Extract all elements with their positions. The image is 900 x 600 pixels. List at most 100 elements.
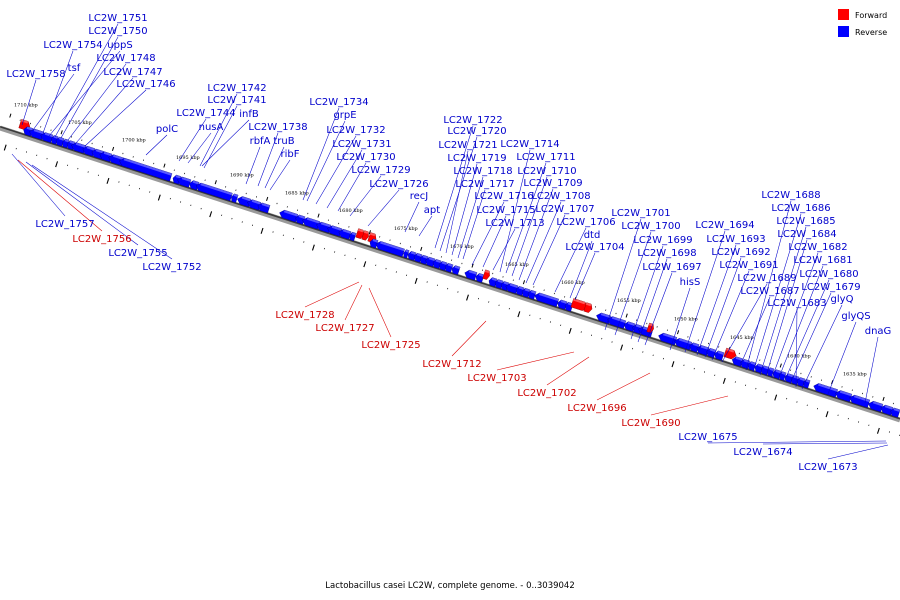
gene-label[interactable]: LC2W_1717 bbox=[455, 179, 514, 190]
reverse-gene-feature[interactable] bbox=[99, 151, 113, 163]
reverse-gene-feature[interactable] bbox=[61, 138, 70, 149]
forward-gene-feature[interactable] bbox=[723, 347, 738, 360]
gene-label[interactable]: glyQS bbox=[841, 311, 870, 322]
reverse-gene-feature[interactable] bbox=[407, 251, 417, 261]
gene-label[interactable]: LC2W_1696 bbox=[567, 403, 626, 414]
gene-label[interactable]: dnaG bbox=[865, 326, 892, 337]
reverse-gene-feature[interactable] bbox=[236, 195, 252, 208]
reverse-gene-feature[interactable] bbox=[505, 282, 519, 294]
reverse-gene-feature[interactable] bbox=[606, 315, 627, 329]
gene-label[interactable]: LC2W_1691 bbox=[719, 260, 778, 271]
reverse-gene-feature[interactable] bbox=[778, 371, 787, 381]
gene-label[interactable]: LC2W_1747 bbox=[103, 67, 162, 78]
reverse-gene-feature[interactable] bbox=[834, 389, 853, 403]
reverse-gene-feature[interactable] bbox=[82, 145, 96, 157]
forward-gene-feature[interactable] bbox=[583, 302, 594, 314]
reverse-gene-feature[interactable] bbox=[488, 277, 498, 287]
gene-label[interactable]: LC2W_1680 bbox=[799, 269, 858, 280]
gene-label[interactable]: LC2W_1692 bbox=[711, 247, 770, 258]
gene-label[interactable]: LC2W_1719 bbox=[447, 153, 506, 164]
reverse-gene-feature[interactable] bbox=[230, 193, 239, 203]
gene-label[interactable]: LC2W_1738 bbox=[248, 122, 307, 133]
reverse-gene-feature[interactable] bbox=[696, 344, 710, 356]
reverse-gene-feature[interactable] bbox=[867, 400, 884, 413]
gene-label[interactable]: LC2W_1732 bbox=[326, 125, 385, 136]
gene-label[interactable]: LC2W_1710 bbox=[517, 166, 576, 177]
gene-label[interactable]: LC2W_1742 bbox=[207, 83, 266, 94]
gene-label[interactable]: LC2W_1707 bbox=[535, 204, 594, 215]
gene-label[interactable]: LC2W_1688 bbox=[761, 190, 820, 201]
gene-label[interactable]: LC2W_1673 bbox=[798, 462, 857, 473]
gene-label[interactable]: LC2W_1700 bbox=[621, 221, 680, 232]
gene-label[interactable]: LC2W_1752 bbox=[142, 262, 201, 273]
gene-label[interactable]: LC2W_1757 bbox=[35, 219, 94, 230]
gene-label[interactable]: LC2W_1699 bbox=[633, 235, 692, 246]
gene-label[interactable]: LC2W_1725 bbox=[361, 340, 420, 351]
reverse-gene-feature[interactable] bbox=[880, 404, 894, 416]
gene-label[interactable]: LC2W_1730 bbox=[336, 152, 395, 163]
gene-label[interactable]: LC2W_1751 bbox=[88, 13, 147, 24]
reverse-gene-feature[interactable] bbox=[739, 358, 751, 370]
gene-label[interactable]: LC2W_1694 bbox=[695, 220, 754, 231]
gene-label[interactable]: LC2W_1714 bbox=[500, 139, 559, 150]
forward-gene-feature[interactable] bbox=[570, 298, 589, 311]
forward-gene-feature[interactable] bbox=[355, 228, 366, 240]
gene-label[interactable]: nusA bbox=[199, 122, 224, 133]
gene-label[interactable]: LC2W_1693 bbox=[706, 234, 765, 245]
reverse-gene-feature[interactable] bbox=[848, 394, 871, 408]
gene-label[interactable]: LC2W_1674 bbox=[733, 447, 792, 458]
gene-label[interactable]: LC2W_1727 bbox=[315, 323, 374, 334]
gene-label[interactable]: LC2W_1687 bbox=[740, 286, 799, 297]
reverse-gene-feature[interactable] bbox=[50, 135, 59, 145]
reverse-gene-feature[interactable] bbox=[889, 407, 900, 418]
reverse-gene-feature[interactable] bbox=[444, 263, 454, 273]
reverse-gene-feature[interactable] bbox=[195, 182, 233, 202]
reverse-gene-feature[interactable] bbox=[623, 321, 636, 332]
reverse-gene-feature[interactable] bbox=[533, 292, 559, 307]
forward-gene-feature[interactable] bbox=[361, 230, 370, 241]
gene-label[interactable]: LC2W_1754 bbox=[43, 40, 102, 51]
gene-label[interactable]: LC2W_1684 bbox=[777, 229, 836, 240]
reverse-gene-feature[interactable] bbox=[494, 279, 504, 289]
reverse-gene-feature[interactable] bbox=[673, 337, 693, 351]
reverse-gene-feature[interactable] bbox=[713, 350, 725, 361]
gene-label[interactable]: LC2W_1698 bbox=[637, 248, 696, 259]
gene-label[interactable]: recJ bbox=[410, 191, 429, 202]
gene-label[interactable]: LC2W_1708 bbox=[531, 191, 590, 202]
gene-label[interactable]: LC2W_1712 bbox=[422, 359, 481, 370]
reverse-gene-feature[interactable] bbox=[369, 238, 379, 249]
gene-label[interactable]: LC2W_1681 bbox=[793, 255, 852, 266]
reverse-gene-feature[interactable] bbox=[403, 249, 410, 259]
gene-label[interactable]: LC2W_1715 bbox=[476, 205, 535, 216]
reverse-gene-feature[interactable] bbox=[451, 265, 461, 275]
gene-label[interactable]: apt bbox=[424, 205, 440, 216]
gene-label[interactable]: LC2W_1675 bbox=[678, 432, 737, 443]
reverse-gene-feature[interactable] bbox=[28, 128, 45, 140]
gene-label[interactable]: LC2W_1755 bbox=[108, 248, 167, 259]
gene-label[interactable]: infB bbox=[239, 109, 259, 120]
gene-label[interactable]: dtd bbox=[584, 230, 601, 241]
gene-label[interactable]: LC2W_1726 bbox=[369, 179, 428, 190]
gene-label[interactable]: rbfA bbox=[250, 136, 271, 147]
gene-label[interactable]: truB bbox=[273, 136, 294, 147]
gene-label[interactable]: hisS bbox=[680, 277, 701, 288]
gene-label[interactable]: LC2W_1744 bbox=[176, 108, 235, 119]
reverse-gene-feature[interactable] bbox=[595, 312, 612, 324]
gene-label[interactable]: LC2W_1734 bbox=[309, 97, 368, 108]
gene-label[interactable]: LC2W_1748 bbox=[96, 53, 155, 64]
gene-label[interactable]: LC2W_1697 bbox=[642, 262, 701, 273]
gene-label[interactable]: LC2W_1741 bbox=[207, 95, 266, 106]
reverse-gene-feature[interactable] bbox=[188, 180, 200, 191]
gene-label[interactable]: LC2W_1750 bbox=[88, 26, 147, 37]
reverse-gene-feature[interactable] bbox=[515, 286, 525, 296]
gene-label[interactable]: LC2W_1756 bbox=[72, 234, 131, 245]
gene-label[interactable]: LC2W_1758 bbox=[6, 69, 65, 80]
reverse-gene-feature[interactable] bbox=[70, 141, 87, 154]
reverse-gene-feature[interactable] bbox=[375, 240, 405, 257]
gene-label[interactable]: LC2W_1716 bbox=[474, 191, 533, 202]
reverse-gene-feature[interactable] bbox=[464, 269, 478, 281]
gene-label[interactable]: LC2W_1728 bbox=[275, 310, 334, 321]
gene-label[interactable]: LC2W_1706 bbox=[556, 217, 615, 228]
reverse-gene-feature[interactable] bbox=[257, 202, 271, 214]
gene-label[interactable]: LC2W_1711 bbox=[516, 152, 575, 163]
